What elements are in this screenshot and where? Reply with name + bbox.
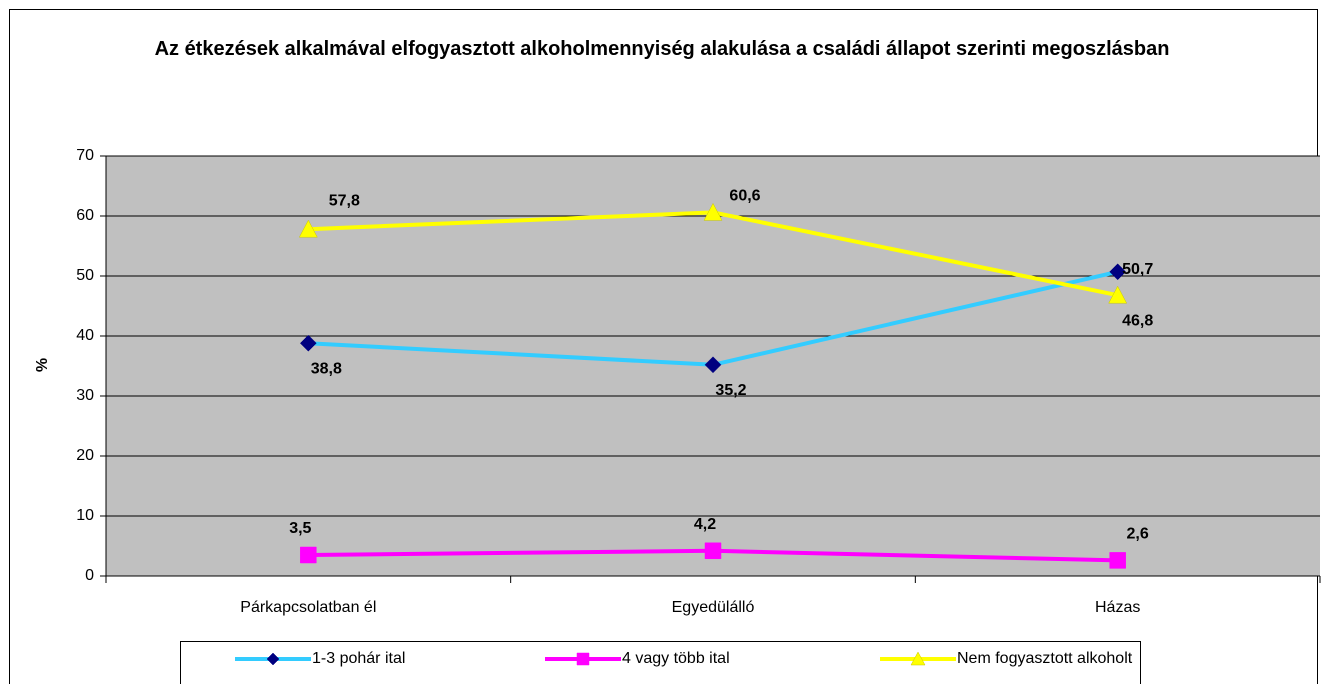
data-label: 38,8 bbox=[311, 360, 342, 377]
title-line: Az étkezések alkalmával elfogyasztott al… bbox=[155, 38, 1170, 60]
marker bbox=[300, 546, 317, 564]
y-tick-label: 50 bbox=[76, 267, 94, 284]
marker bbox=[703, 202, 723, 221]
legend bbox=[180, 641, 1141, 684]
marker bbox=[704, 542, 722, 560]
y-tick-label: 20 bbox=[76, 447, 94, 464]
marker bbox=[704, 356, 722, 374]
y-tick-label: 70 bbox=[76, 147, 94, 164]
y-tick-label: 40 bbox=[76, 327, 94, 344]
marker bbox=[298, 219, 318, 238]
marker bbox=[1108, 285, 1128, 304]
data-label: 3,5 bbox=[289, 520, 311, 537]
data-label: 4,2 bbox=[694, 516, 716, 533]
y-tick-label: 60 bbox=[76, 207, 94, 224]
x-tick-label: Párkapcsolatban él bbox=[240, 599, 376, 616]
data-label: 50,7 bbox=[1122, 261, 1153, 278]
data-label: 60,6 bbox=[729, 188, 760, 205]
data-label: 46,8 bbox=[1122, 312, 1153, 329]
legend-label: Nem fogyasztott alkoholt bbox=[957, 650, 1133, 667]
chart-title: Az étkezések alkalmával elfogyasztott al… bbox=[155, 38, 1170, 60]
marker bbox=[576, 652, 590, 666]
legend-label: 4 vagy több ital bbox=[622, 650, 730, 667]
data-label: 57,8 bbox=[329, 192, 360, 209]
legend-label: 1-3 pohár ital bbox=[312, 650, 405, 667]
marker bbox=[1109, 263, 1127, 281]
x-tick-label: Házas bbox=[1095, 599, 1140, 616]
data-label: 2,6 bbox=[1127, 526, 1149, 543]
y-axis-label: % bbox=[34, 358, 51, 372]
y-tick-label: 10 bbox=[76, 507, 94, 524]
marker bbox=[299, 334, 317, 352]
y-tick-label: 0 bbox=[85, 567, 94, 584]
y-tick-label: 30 bbox=[76, 387, 94, 404]
marker bbox=[1109, 552, 1126, 569]
data-label: 35,2 bbox=[715, 382, 746, 399]
marker bbox=[266, 652, 280, 666]
marker bbox=[910, 651, 926, 666]
x-tick-label: Egyedülálló bbox=[672, 599, 755, 616]
